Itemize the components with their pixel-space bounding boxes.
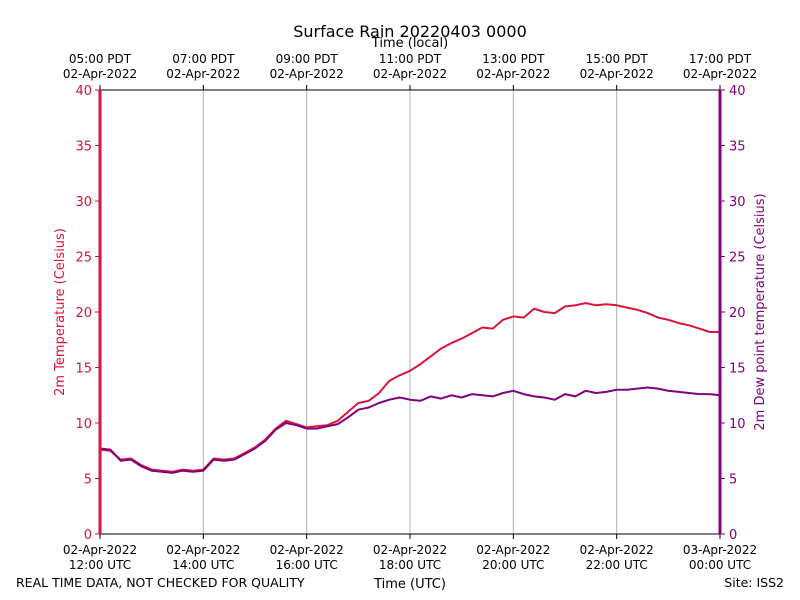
top-x-tick-date: 02-Apr-2022 (476, 67, 550, 81)
bottom-x-tick-time: 16:00 UTC (276, 558, 338, 572)
top-x-tick-time: 17:00 PDT (689, 52, 752, 66)
bottom-x-tick-time: 22:00 UTC (586, 558, 648, 572)
bottom-x-tick-date: 02-Apr-2022 (476, 543, 550, 557)
right-y-tick-label: 15 (729, 362, 746, 377)
top-x-tick-time: 07:00 PDT (172, 52, 235, 66)
bottom-x-tick-date: 03-Apr-2022 (683, 543, 757, 557)
bottom-x-tick-time: 14:00 UTC (172, 558, 234, 572)
dewpoint-series-line (99, 386, 721, 474)
left-y-tick-label: 20 (75, 306, 92, 321)
series-layer (99, 302, 721, 474)
top-x-tick-time: 11:00 PDT (379, 52, 442, 66)
x-axis-label: Time (UTC) (373, 577, 446, 592)
left-y-tick-label: 35 (75, 140, 92, 155)
left-y-tick-label: 15 (75, 362, 92, 377)
left-y-axis-label: 2m Temperature (Celsius) (53, 228, 68, 396)
bottom-x-tick-time: 18:00 UTC (379, 558, 441, 572)
bottom-x-tick-date: 02-Apr-2022 (580, 543, 654, 557)
bottom-x-tick-time: 12:00 UTC (69, 558, 131, 572)
bottom-x-tick-time: 00:00 UTC (689, 558, 751, 572)
chart-title: Surface Rain 20220403 0000 (293, 22, 527, 41)
axes: 0 0 5 5 10 10 15 15 20 20 25 25 30 30 35 35 40 40 02-Apr-2… (63, 52, 757, 572)
right-y-tick-label: 30 (729, 195, 746, 210)
left-y-tick-label: 5 (84, 473, 92, 488)
right-y-tick-label: 25 (729, 251, 746, 266)
top-x-tick-date: 02-Apr-2022 (580, 67, 654, 81)
bottom-x-tick-date: 02-Apr-2022 (373, 543, 447, 557)
top-axis-label: Time (local) (371, 36, 448, 51)
top-x-tick-date: 02-Apr-2022 (270, 67, 344, 81)
top-x-tick-time: 09:00 PDT (276, 52, 339, 66)
bottom-x-tick-date: 02-Apr-2022 (270, 543, 344, 557)
left-y-tick-label: 25 (75, 251, 92, 266)
top-x-tick-date: 02-Apr-2022 (63, 67, 137, 81)
left-y-tick-label: 0 (84, 528, 92, 543)
right-y-tick-label: 10 (729, 417, 746, 432)
bottom-x-tick-date: 02-Apr-2022 (166, 543, 240, 557)
site-label: Site: ISS2 (724, 575, 784, 590)
right-y-tick-label: 40 (729, 84, 746, 99)
left-y-tick-label: 10 (75, 417, 92, 432)
right-y-axis-label: 2m Dew point temperature (Celsius) (753, 193, 768, 430)
grid (202, 90, 618, 534)
right-y-tick-label: 20 (729, 306, 746, 321)
top-x-tick-date: 02-Apr-2022 (166, 67, 240, 81)
top-x-tick-time: 13:00 PDT (482, 52, 545, 66)
left-y-tick-label: 30 (75, 195, 92, 210)
right-y-tick-label: 5 (729, 473, 737, 488)
quality-disclaimer: REAL TIME DATA, NOT CHECKED FOR QUALITY (16, 575, 305, 590)
right-y-tick-label: 0 (729, 528, 737, 543)
top-x-tick-date: 02-Apr-2022 (683, 67, 757, 81)
left-y-tick-label: 40 (75, 84, 92, 99)
top-x-tick-time: 05:00 PDT (69, 52, 132, 66)
top-x-tick-time: 15:00 PDT (586, 52, 649, 66)
bottom-x-tick-time: 20:00 UTC (482, 558, 544, 572)
bottom-x-tick-date: 02-Apr-2022 (63, 543, 137, 557)
top-x-tick-date: 02-Apr-2022 (373, 67, 447, 81)
right-y-tick-label: 35 (729, 140, 746, 155)
